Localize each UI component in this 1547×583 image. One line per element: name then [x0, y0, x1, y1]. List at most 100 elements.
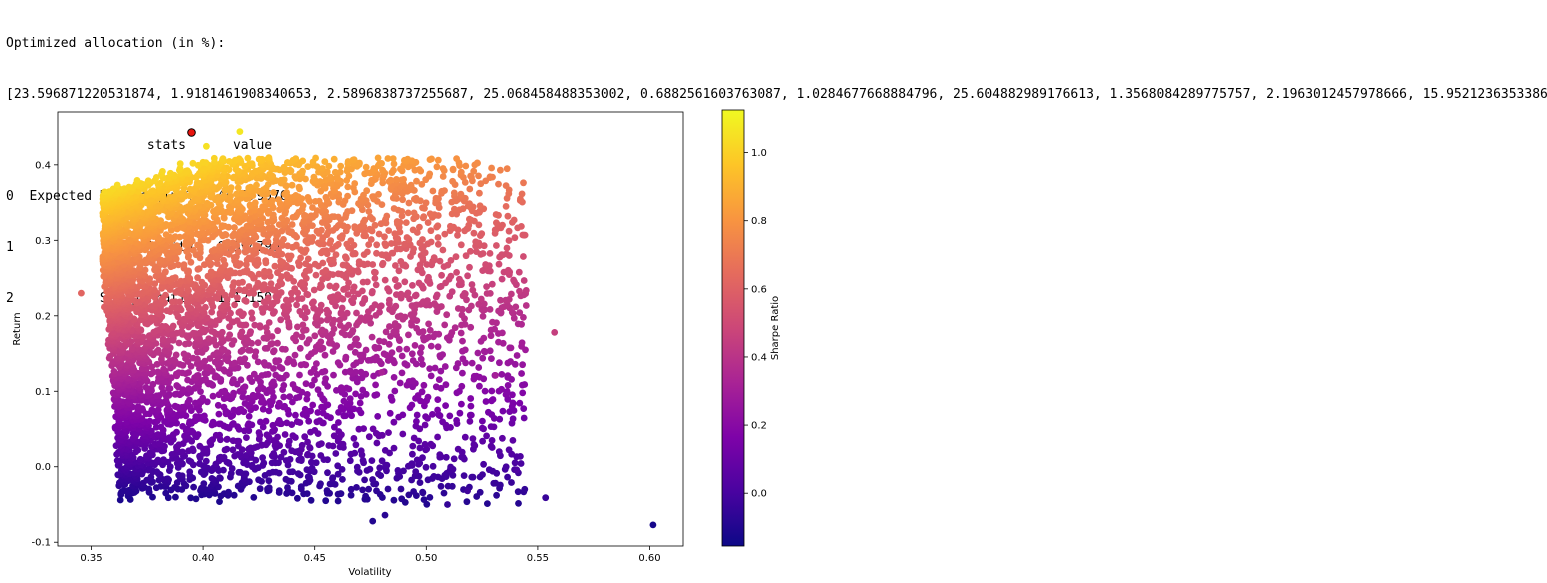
- scatter-point: [509, 437, 517, 444]
- scatter-point: [412, 291, 420, 299]
- scatter-point: [136, 455, 144, 463]
- scatter-point: [426, 365, 434, 372]
- scatter-point: [486, 250, 494, 257]
- scatter-point: [468, 302, 475, 310]
- scatter-point: [260, 459, 268, 467]
- scatter-point: [223, 300, 231, 308]
- scatter-point: [520, 405, 528, 412]
- scatter-point: [113, 457, 121, 464]
- scatter-point: [433, 291, 441, 299]
- scatter-point: [489, 396, 497, 403]
- scatter-point: [312, 154, 319, 162]
- scatter-point: [274, 339, 281, 347]
- scatter-point: [478, 305, 486, 313]
- scatter-point: [307, 407, 314, 415]
- scatter-point: [509, 415, 517, 423]
- scatter-point: [489, 318, 496, 326]
- scatter-point: [166, 385, 174, 392]
- scatter-point: [483, 290, 491, 297]
- scatter-point: [146, 417, 154, 425]
- scatter-point: [234, 184, 242, 192]
- scatter-point: [230, 420, 237, 427]
- scatter-point: [168, 304, 176, 312]
- scatter-point: [373, 241, 381, 249]
- scatter-point: [520, 277, 528, 284]
- scatter-point: [296, 371, 303, 379]
- scatter-point: [236, 286, 243, 294]
- scatter-point: [447, 222, 454, 230]
- scatter-point: [439, 351, 446, 358]
- scatter-point: [468, 359, 476, 367]
- scatter-point: [173, 428, 180, 436]
- scatter-point: [304, 255, 312, 263]
- scatter-point: [355, 258, 363, 266]
- scatter-point: [265, 477, 273, 485]
- scatter-point: [293, 241, 300, 249]
- scatter-point: [321, 158, 329, 165]
- scatter-point: [346, 367, 354, 375]
- scatter-point: [260, 298, 268, 306]
- scatter-point: [174, 411, 182, 419]
- scatter-point: [162, 231, 170, 238]
- scatter-point: [493, 491, 500, 499]
- scatter-point: [354, 267, 361, 274]
- scatter-point: [259, 454, 266, 462]
- scatter-point: [299, 157, 307, 165]
- scatter-point: [311, 365, 318, 373]
- scatter-point: [442, 453, 450, 461]
- scatter-point: [410, 488, 417, 495]
- scatter-point: [186, 185, 194, 193]
- scatter-point: [346, 457, 354, 465]
- scatter-point: [391, 387, 399, 395]
- scatter-point: [433, 163, 441, 171]
- scatter-point: [317, 338, 325, 346]
- scatter-point: [470, 229, 478, 237]
- scatter-point: [412, 468, 420, 476]
- scatter-point: [279, 345, 286, 353]
- scatter-point: [337, 404, 345, 411]
- scatter-point: [269, 197, 276, 204]
- scatter-point: [514, 488, 522, 496]
- scatter-point: [241, 427, 248, 435]
- scatter-point: [172, 493, 179, 501]
- scatter-point: [310, 298, 317, 306]
- scatter-point: [376, 160, 383, 167]
- scatter-point: [144, 177, 152, 185]
- scatter-point: [304, 438, 311, 446]
- scatter-point: [280, 303, 287, 310]
- scatter-point: [369, 261, 377, 268]
- scatter-point: [272, 371, 280, 379]
- scatter-point: [334, 462, 342, 470]
- scatter-point: [298, 279, 305, 286]
- scatter-point: [296, 308, 304, 315]
- scatter-point: [359, 287, 366, 295]
- scatter-point: [390, 418, 398, 426]
- scatter-point: [199, 325, 207, 333]
- scatter-point: [386, 409, 394, 417]
- scatter-point: [311, 332, 319, 340]
- scatter-point: [492, 211, 500, 218]
- scatter-point: [254, 279, 262, 287]
- scatter-point: [479, 250, 487, 257]
- scatter-point: [294, 323, 301, 331]
- scatter-point: [162, 291, 169, 299]
- scatter-point: [461, 346, 469, 354]
- scatter-point: [434, 396, 442, 403]
- scatter-point: [426, 210, 434, 218]
- allocation-list: [23.596871220531874, 1.9181461908340653,…: [6, 87, 1547, 102]
- scatter-point: [235, 155, 243, 163]
- scatter-point: [519, 389, 527, 397]
- scatter-point: [337, 384, 345, 392]
- scatter-point: [288, 221, 296, 228]
- scatter-point: [237, 376, 245, 384]
- scatter-point: [419, 236, 426, 243]
- scatter-point: [388, 349, 396, 356]
- scatter-point: [299, 321, 307, 329]
- scatter-point: [434, 240, 442, 248]
- scatter-point: [488, 355, 495, 362]
- scatter-point: [231, 359, 239, 367]
- scatter-point: [413, 456, 421, 464]
- scatter-point: [520, 253, 527, 260]
- scatter-point: [283, 271, 291, 279]
- scatter-point: [482, 398, 490, 405]
